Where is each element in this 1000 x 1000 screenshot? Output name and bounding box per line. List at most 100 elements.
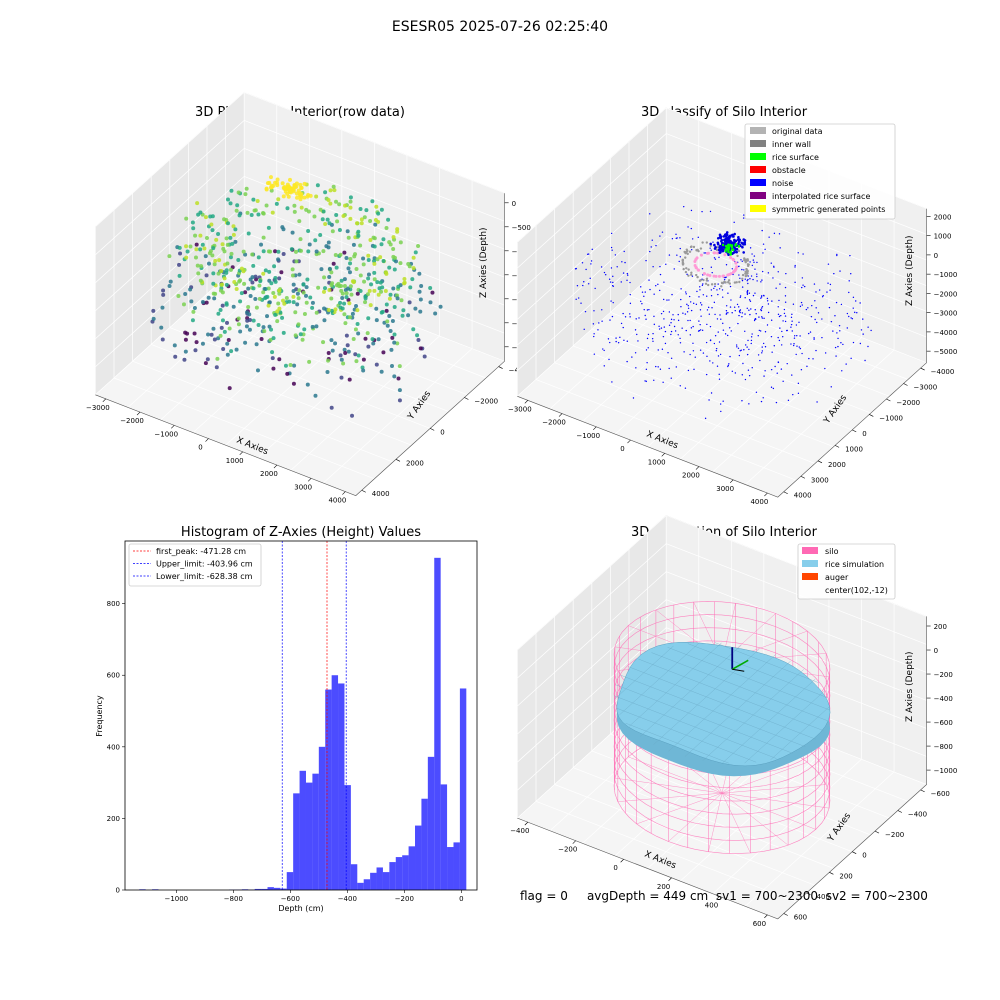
data-point (364, 208, 369, 213)
noise-point (616, 266, 618, 268)
histogram-bar (344, 785, 351, 890)
data-point (272, 294, 277, 299)
data-point (286, 194, 291, 199)
data-point (214, 237, 219, 242)
histogram-bar (427, 756, 435, 890)
data-point (326, 245, 331, 250)
inner-wall-point (686, 252, 689, 256)
noise-point (840, 303, 843, 306)
data-point (346, 266, 351, 271)
legend-label: rice simulation (825, 560, 884, 569)
data-point (327, 287, 332, 292)
noise-point (763, 317, 765, 320)
noise-point (655, 244, 657, 247)
noise-point (829, 289, 831, 291)
data-point (335, 219, 340, 224)
data-point (253, 296, 258, 301)
data-point (248, 317, 253, 322)
grid-line (290, 335, 440, 471)
data-point (416, 337, 421, 342)
y-tick (897, 810, 902, 813)
noise-point (653, 315, 655, 318)
noise-point (740, 349, 742, 351)
noise-point (709, 325, 712, 328)
data-point (298, 237, 303, 242)
x-tick-label: −200 (558, 846, 577, 854)
data-point (233, 239, 238, 244)
noise-point (574, 268, 577, 270)
noise-point (622, 312, 624, 315)
noise-point (681, 327, 683, 329)
data-point (266, 286, 271, 291)
legend-swatch (750, 153, 766, 160)
noise-point (675, 366, 678, 368)
z-tick-label: −3000 (934, 310, 958, 318)
data-point (228, 255, 233, 260)
noise-point (727, 292, 729, 294)
noise-point (741, 315, 743, 318)
silo-spoke (668, 792, 723, 842)
x-tick-label: −2000 (542, 419, 566, 427)
x-tick (239, 451, 243, 456)
data-point (306, 193, 311, 198)
noise-point (818, 289, 821, 291)
data-point (387, 314, 392, 319)
noise-point (750, 336, 753, 338)
noise-point (780, 314, 782, 317)
data-point (370, 199, 375, 204)
data-point (246, 286, 251, 291)
noise-point (744, 344, 747, 346)
noise-point (798, 321, 800, 324)
data-point (222, 276, 227, 281)
noise-point (764, 370, 766, 372)
data-point (374, 362, 379, 367)
data-point (255, 368, 260, 373)
data-point (253, 274, 258, 279)
y-tick (395, 459, 401, 462)
grid-line (206, 293, 468, 396)
noise-point (729, 306, 732, 308)
data-point (271, 366, 276, 371)
noise-point (862, 318, 864, 320)
interpolated-point (732, 258, 736, 262)
noise-point (826, 291, 828, 293)
noise-point (626, 279, 628, 281)
data-point (295, 302, 300, 307)
noise-point (604, 274, 607, 276)
histogram-bars (139, 557, 467, 890)
noise-point (720, 410, 722, 413)
histogram-bar (421, 798, 428, 890)
data-point (344, 333, 349, 338)
noise-point (721, 289, 724, 291)
data-point (276, 249, 281, 254)
data-point (322, 275, 327, 280)
data-point (391, 286, 396, 291)
histogram-bar (408, 846, 416, 890)
noise-point (719, 353, 722, 356)
legend-label: Upper_limit: -403.96 cm (156, 560, 253, 569)
noise-point (668, 367, 670, 370)
data-point (202, 246, 207, 251)
x-tick-label: 3000 (294, 483, 312, 491)
noise-point (667, 352, 669, 354)
data-point (250, 252, 255, 257)
noise-point (746, 346, 748, 348)
data-point (205, 357, 210, 362)
noise-point (827, 263, 830, 265)
noise-point (716, 289, 718, 291)
data-point (392, 267, 397, 272)
data-point (248, 294, 253, 299)
x-tick-label: 2000 (682, 472, 700, 480)
data-point (172, 343, 177, 348)
noise-point (722, 400, 724, 402)
noise-point (761, 350, 764, 352)
noise-point (744, 278, 746, 280)
data-point (160, 337, 165, 342)
x-tick (273, 464, 278, 469)
data-point (380, 285, 385, 290)
data-point (418, 297, 423, 302)
data-point (417, 289, 422, 294)
y-tick-label: −3000 (914, 384, 938, 392)
data-point (331, 261, 336, 266)
noise-point (772, 277, 774, 279)
